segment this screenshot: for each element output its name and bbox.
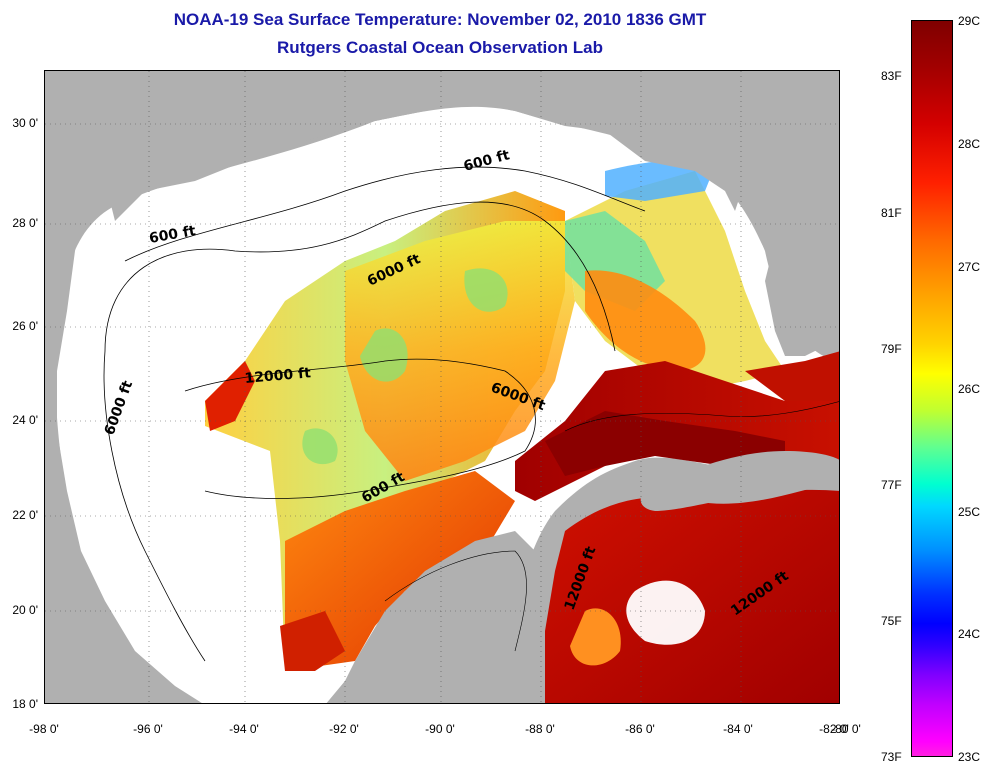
contour-12000ft <box>184 358 536 499</box>
land-yucatan <box>326 531 535 703</box>
sst-swath-south <box>285 471 515 671</box>
contour-6000ft-west <box>103 350 206 662</box>
colorbar-label-79f: 79F <box>881 342 902 356</box>
contour-600ft-north <box>124 166 646 262</box>
lon-label-90: -90 0' <box>425 722 455 736</box>
contour-loop-edge <box>564 401 839 432</box>
graticule <box>45 71 839 703</box>
sst-bay-campeche-red <box>280 611 345 671</box>
sst-map: 600 ft 600 ft 6000 ft 6000 ft 12000 ft 6… <box>44 70 840 704</box>
lat-label-30: 30 0' <box>12 116 38 130</box>
colorbar-label-24c: 24C <box>958 627 981 641</box>
colorbar-label-23c: 23C <box>958 750 981 764</box>
lat-label-26: 26 0' <box>12 319 38 333</box>
colorbar-label-25c: 25C <box>958 505 981 519</box>
sst-swath-central <box>345 221 575 481</box>
colorbar-label-73f: 73F <box>881 750 902 764</box>
sst-map-canvas: 600 ft 600 ft 6000 ft 6000 ft 12000 ft 6… <box>45 71 839 703</box>
sst-orange-ne <box>585 270 706 371</box>
lon-label-86: -86 0' <box>625 722 655 736</box>
sst-ne-cool-top <box>605 160 715 201</box>
lat-label-28: 28 0' <box>12 216 38 230</box>
sst-swath-green-patches <box>302 268 508 465</box>
colorbar-label-75f: 75F <box>881 614 902 628</box>
colorbar-label-29c: 29C <box>958 14 981 28</box>
sst-west-red-patch <box>205 361 255 431</box>
map-title: NOAA-19 Sea Surface Temperature: Novembe… <box>173 10 707 29</box>
lon-label-94: -94 0' <box>229 722 259 736</box>
lon-label-92: -92 0' <box>329 722 359 736</box>
contour-yucatan-shelf <box>384 550 527 652</box>
lat-label-22: 22 0' <box>12 508 38 522</box>
colorbar-label-27c: 27C <box>958 260 981 274</box>
lat-label-20: 20 0' <box>12 603 38 617</box>
colorbar-label-28c: 28C <box>958 137 981 151</box>
sst-caribbean-white-patch <box>626 580 705 645</box>
lon-label-80: -80 0' <box>831 722 861 736</box>
lon-label-84: -84 0' <box>723 722 753 736</box>
lat-label-24: 24 0' <box>12 413 38 427</box>
sst-caribbean-orange <box>570 608 621 666</box>
colorbar-label-81f: 81F <box>881 206 902 220</box>
lat-label-18: 18 0' <box>12 697 38 711</box>
contour-label-12000ft-west: 12000 ft <box>244 365 312 387</box>
colorbar-label-26c: 26C <box>958 382 981 396</box>
lon-label-82: -82 0' <box>819 722 849 736</box>
lon-label-96: -96 0' <box>133 722 163 736</box>
contour-6000ft-outer <box>104 201 616 352</box>
map-subtitle: Rutgers Coastal Ocean Observation Lab <box>277 38 603 57</box>
land-florida <box>765 91 839 356</box>
lon-label-98: -98 0' <box>29 722 59 736</box>
land-mexico <box>45 71 202 703</box>
colorbar-label-77f: 77F <box>881 478 902 492</box>
land-us-gulf-coast <box>105 71 839 221</box>
sst-florida-straits <box>745 351 839 401</box>
lon-label-88: -88 0' <box>525 722 555 736</box>
temperature-colorbar <box>911 20 953 757</box>
land-cuba <box>640 451 839 511</box>
colorbar-label-83f: 83F <box>881 69 902 83</box>
